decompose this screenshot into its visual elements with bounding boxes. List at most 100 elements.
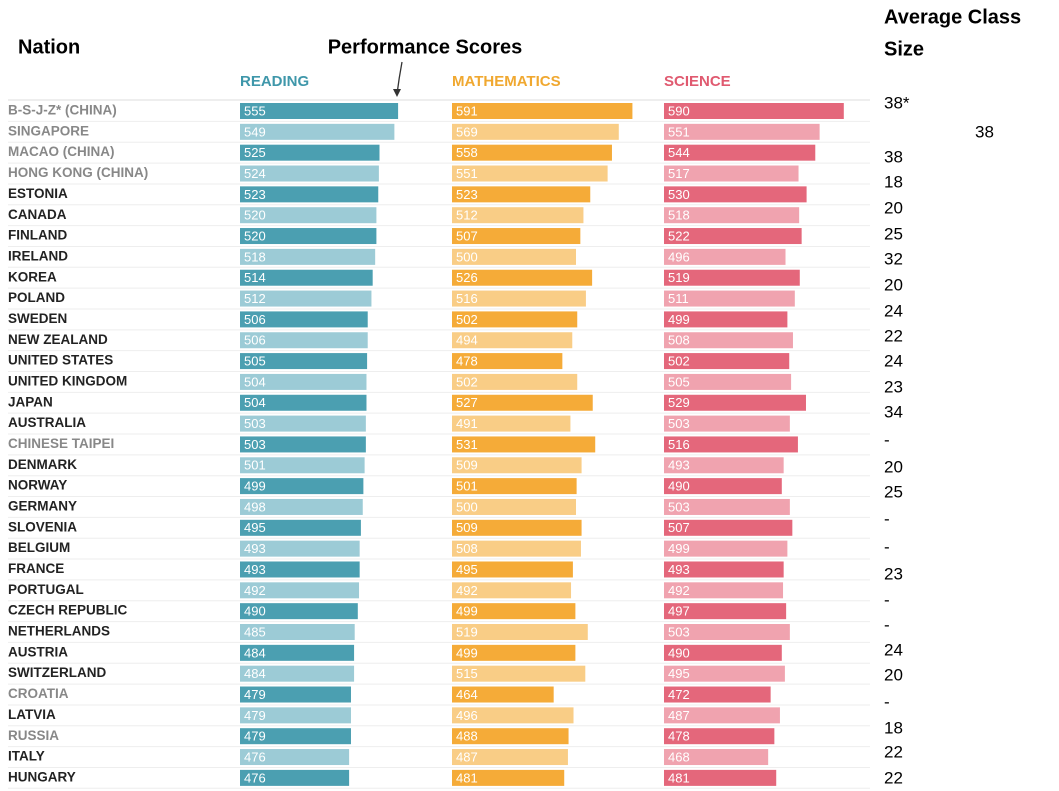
bar <box>240 582 360 599</box>
value-label: 514 <box>244 270 266 285</box>
bar <box>664 540 788 557</box>
series-label: READING <box>240 73 309 90</box>
bar <box>664 436 798 453</box>
value-label: 549 <box>244 124 266 139</box>
nation-label: CANADA <box>8 207 67 222</box>
value-label: 490 <box>668 479 690 494</box>
value-label: 509 <box>456 520 478 535</box>
value-label: 516 <box>456 291 478 306</box>
class-size: 24 <box>884 301 903 320</box>
value-label: 493 <box>668 562 690 577</box>
bar <box>240 665 355 682</box>
class-size: - <box>884 590 890 609</box>
value-label: 526 <box>456 270 478 285</box>
value-label: 515 <box>456 666 478 681</box>
bar <box>664 353 790 370</box>
bar <box>452 436 596 453</box>
value-label: 512 <box>456 208 478 223</box>
value-label: 476 <box>244 770 266 785</box>
value-label: 569 <box>456 124 478 139</box>
bar <box>664 394 806 411</box>
value-label: 551 <box>668 124 690 139</box>
bar <box>240 478 364 495</box>
value-label: 531 <box>456 437 478 452</box>
nation-header: Nation <box>18 36 80 58</box>
value-label: 551 <box>456 166 478 181</box>
value-label: 525 <box>244 145 266 160</box>
bar <box>452 686 554 703</box>
value-label: 508 <box>456 541 478 556</box>
value-label: 490 <box>668 645 690 660</box>
nation-label: GERMANY <box>8 499 77 514</box>
bar <box>664 457 784 474</box>
value-label: 508 <box>668 333 690 348</box>
class-size-header: Size <box>884 38 924 60</box>
bar <box>452 519 582 536</box>
bar <box>664 269 800 286</box>
bar <box>240 769 350 786</box>
bar <box>452 165 608 182</box>
nation-label: FRANCE <box>8 561 64 576</box>
value-label: 501 <box>244 458 266 473</box>
value-label: 506 <box>244 333 266 348</box>
bar <box>240 686 351 703</box>
value-label: 492 <box>244 583 266 598</box>
bar <box>452 769 565 786</box>
bar <box>452 603 576 620</box>
value-label: 503 <box>668 624 690 639</box>
value-label: 484 <box>244 666 266 681</box>
bar <box>240 290 372 307</box>
value-label: 516 <box>668 437 690 452</box>
class-size: 38* <box>884 93 910 112</box>
value-label: 500 <box>456 499 478 514</box>
value-label: 522 <box>668 228 690 243</box>
class-size: 24 <box>884 351 903 370</box>
bar <box>664 603 787 620</box>
bar <box>240 415 366 432</box>
value-label: 527 <box>456 395 478 410</box>
value-label: 590 <box>668 103 690 118</box>
bar <box>240 144 380 161</box>
bar <box>664 582 784 599</box>
nation-label: LATVIA <box>8 707 56 722</box>
nation-label: SWITZERLAND <box>8 665 106 680</box>
value-label: 503 <box>668 416 690 431</box>
bar <box>452 186 591 203</box>
class-size: 22 <box>884 742 903 761</box>
value-label: 499 <box>456 604 478 619</box>
value-label: 544 <box>668 145 690 160</box>
bar <box>664 332 793 349</box>
class-size: 20 <box>884 198 903 217</box>
class-size: - <box>884 692 890 711</box>
nation-label: ESTONIA <box>8 186 68 201</box>
nation-label: ITALY <box>8 749 45 764</box>
bar <box>240 561 360 578</box>
value-label: 519 <box>456 624 478 639</box>
value-label: 479 <box>244 687 266 702</box>
value-label: 479 <box>244 729 266 744</box>
value-label: 511 <box>668 291 689 306</box>
class-size: 38 <box>884 147 903 166</box>
value-label: 530 <box>668 187 690 202</box>
value-label: 464 <box>456 687 478 702</box>
bar <box>664 769 777 786</box>
class-size: 20 <box>884 457 903 476</box>
value-label: 524 <box>244 166 266 181</box>
series-label: SCIENCE <box>664 73 731 90</box>
bar <box>240 373 367 390</box>
bar <box>240 123 395 140</box>
bar <box>664 248 786 265</box>
value-label: 468 <box>668 749 690 764</box>
class-size: 23 <box>884 377 903 396</box>
value-label: 555 <box>244 103 266 118</box>
bar <box>452 144 612 161</box>
nation-label: NETHERLANDS <box>8 624 110 639</box>
nation-label: AUSTRIA <box>8 644 68 659</box>
nation-label: MACAO (CHINA) <box>8 144 114 159</box>
bar <box>664 373 792 390</box>
value-label: 505 <box>668 374 690 389</box>
bar <box>664 707 780 724</box>
bar <box>240 248 376 265</box>
bar <box>664 519 793 536</box>
value-label: 481 <box>456 770 478 785</box>
